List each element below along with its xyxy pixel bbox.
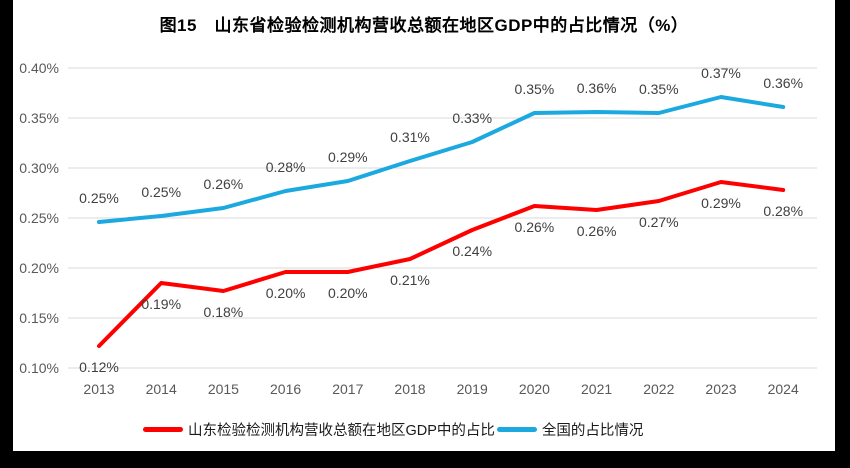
x-tick-label: 2021 [581, 381, 612, 397]
series-line-1 [97, 95, 786, 224]
y-tick-label: 0.30% [19, 160, 59, 176]
chart-title: 图15 山东省检验检测机构营收总额在地区GDP中的占比情况（%） [159, 16, 689, 35]
x-tick-label: 2018 [394, 381, 425, 397]
data-label: 0.19% [141, 296, 181, 312]
data-label: 0.26% [204, 176, 244, 192]
data-label: 0.27% [639, 214, 679, 230]
data-label: 0.29% [328, 149, 368, 165]
data-label: 0.35% [639, 81, 679, 97]
x-tick-label: 2022 [643, 381, 674, 397]
x-tick-label: 2016 [270, 381, 301, 397]
legend-label-shandong: 山东检验检测机构营收总额在地区GDP中的占比 [188, 422, 495, 439]
legend-label-national: 全国的占比情况 [541, 422, 644, 439]
data-label: 0.37% [701, 65, 741, 81]
x-tick-label: 2020 [519, 381, 550, 397]
x-tick-label: 2023 [705, 381, 736, 397]
x-tick-label: 2015 [208, 381, 239, 397]
data-label: 0.25% [141, 184, 181, 200]
data-label: 0.31% [390, 129, 430, 145]
data-label: 0.25% [79, 190, 119, 206]
data-label: 0.26% [577, 223, 617, 239]
frame-border-bottom [0, 451, 850, 468]
x-tick-label: 2013 [83, 381, 114, 397]
x-tick-label: 2019 [457, 381, 488, 397]
legend: 山东检验检测机构营收总额在地区GDP中的占比 全国的占比情况 [143, 420, 644, 439]
data-label: 0.36% [763, 75, 803, 91]
data-label: 0.36% [577, 80, 617, 96]
legend-swatch-national [496, 426, 537, 432]
x-tick-label: 2024 [768, 381, 799, 397]
legend-swatch-shandong [143, 426, 183, 432]
data-label: 0.33% [452, 110, 492, 126]
frame-border-right [835, 0, 850, 468]
data-label: 0.20% [328, 285, 368, 301]
y-tick-label: 0.25% [19, 210, 59, 226]
y-tick-label: 0.20% [19, 260, 59, 276]
data-label: 0.24% [452, 243, 492, 259]
y-tick-label: 0.40% [19, 60, 59, 76]
data-label: 0.29% [701, 195, 741, 211]
x-tick-label: 2017 [332, 381, 363, 397]
data-label: 0.28% [266, 159, 306, 175]
data-label: 0.26% [515, 219, 555, 235]
data-label: 0.12% [79, 359, 119, 375]
y-tick-label: 0.15% [19, 310, 59, 326]
data-label: 0.35% [515, 81, 555, 97]
y-tick-label: 0.10% [19, 360, 59, 376]
data-label: 0.28% [763, 203, 803, 219]
data-label: 0.21% [390, 272, 430, 288]
y-tick-label: 0.35% [19, 110, 59, 126]
data-label: 0.20% [266, 285, 306, 301]
series-line-0 [97, 180, 786, 348]
data-label: 0.18% [204, 304, 244, 320]
frame-border-left [0, 0, 13, 468]
x-tick-label: 2014 [146, 381, 177, 397]
